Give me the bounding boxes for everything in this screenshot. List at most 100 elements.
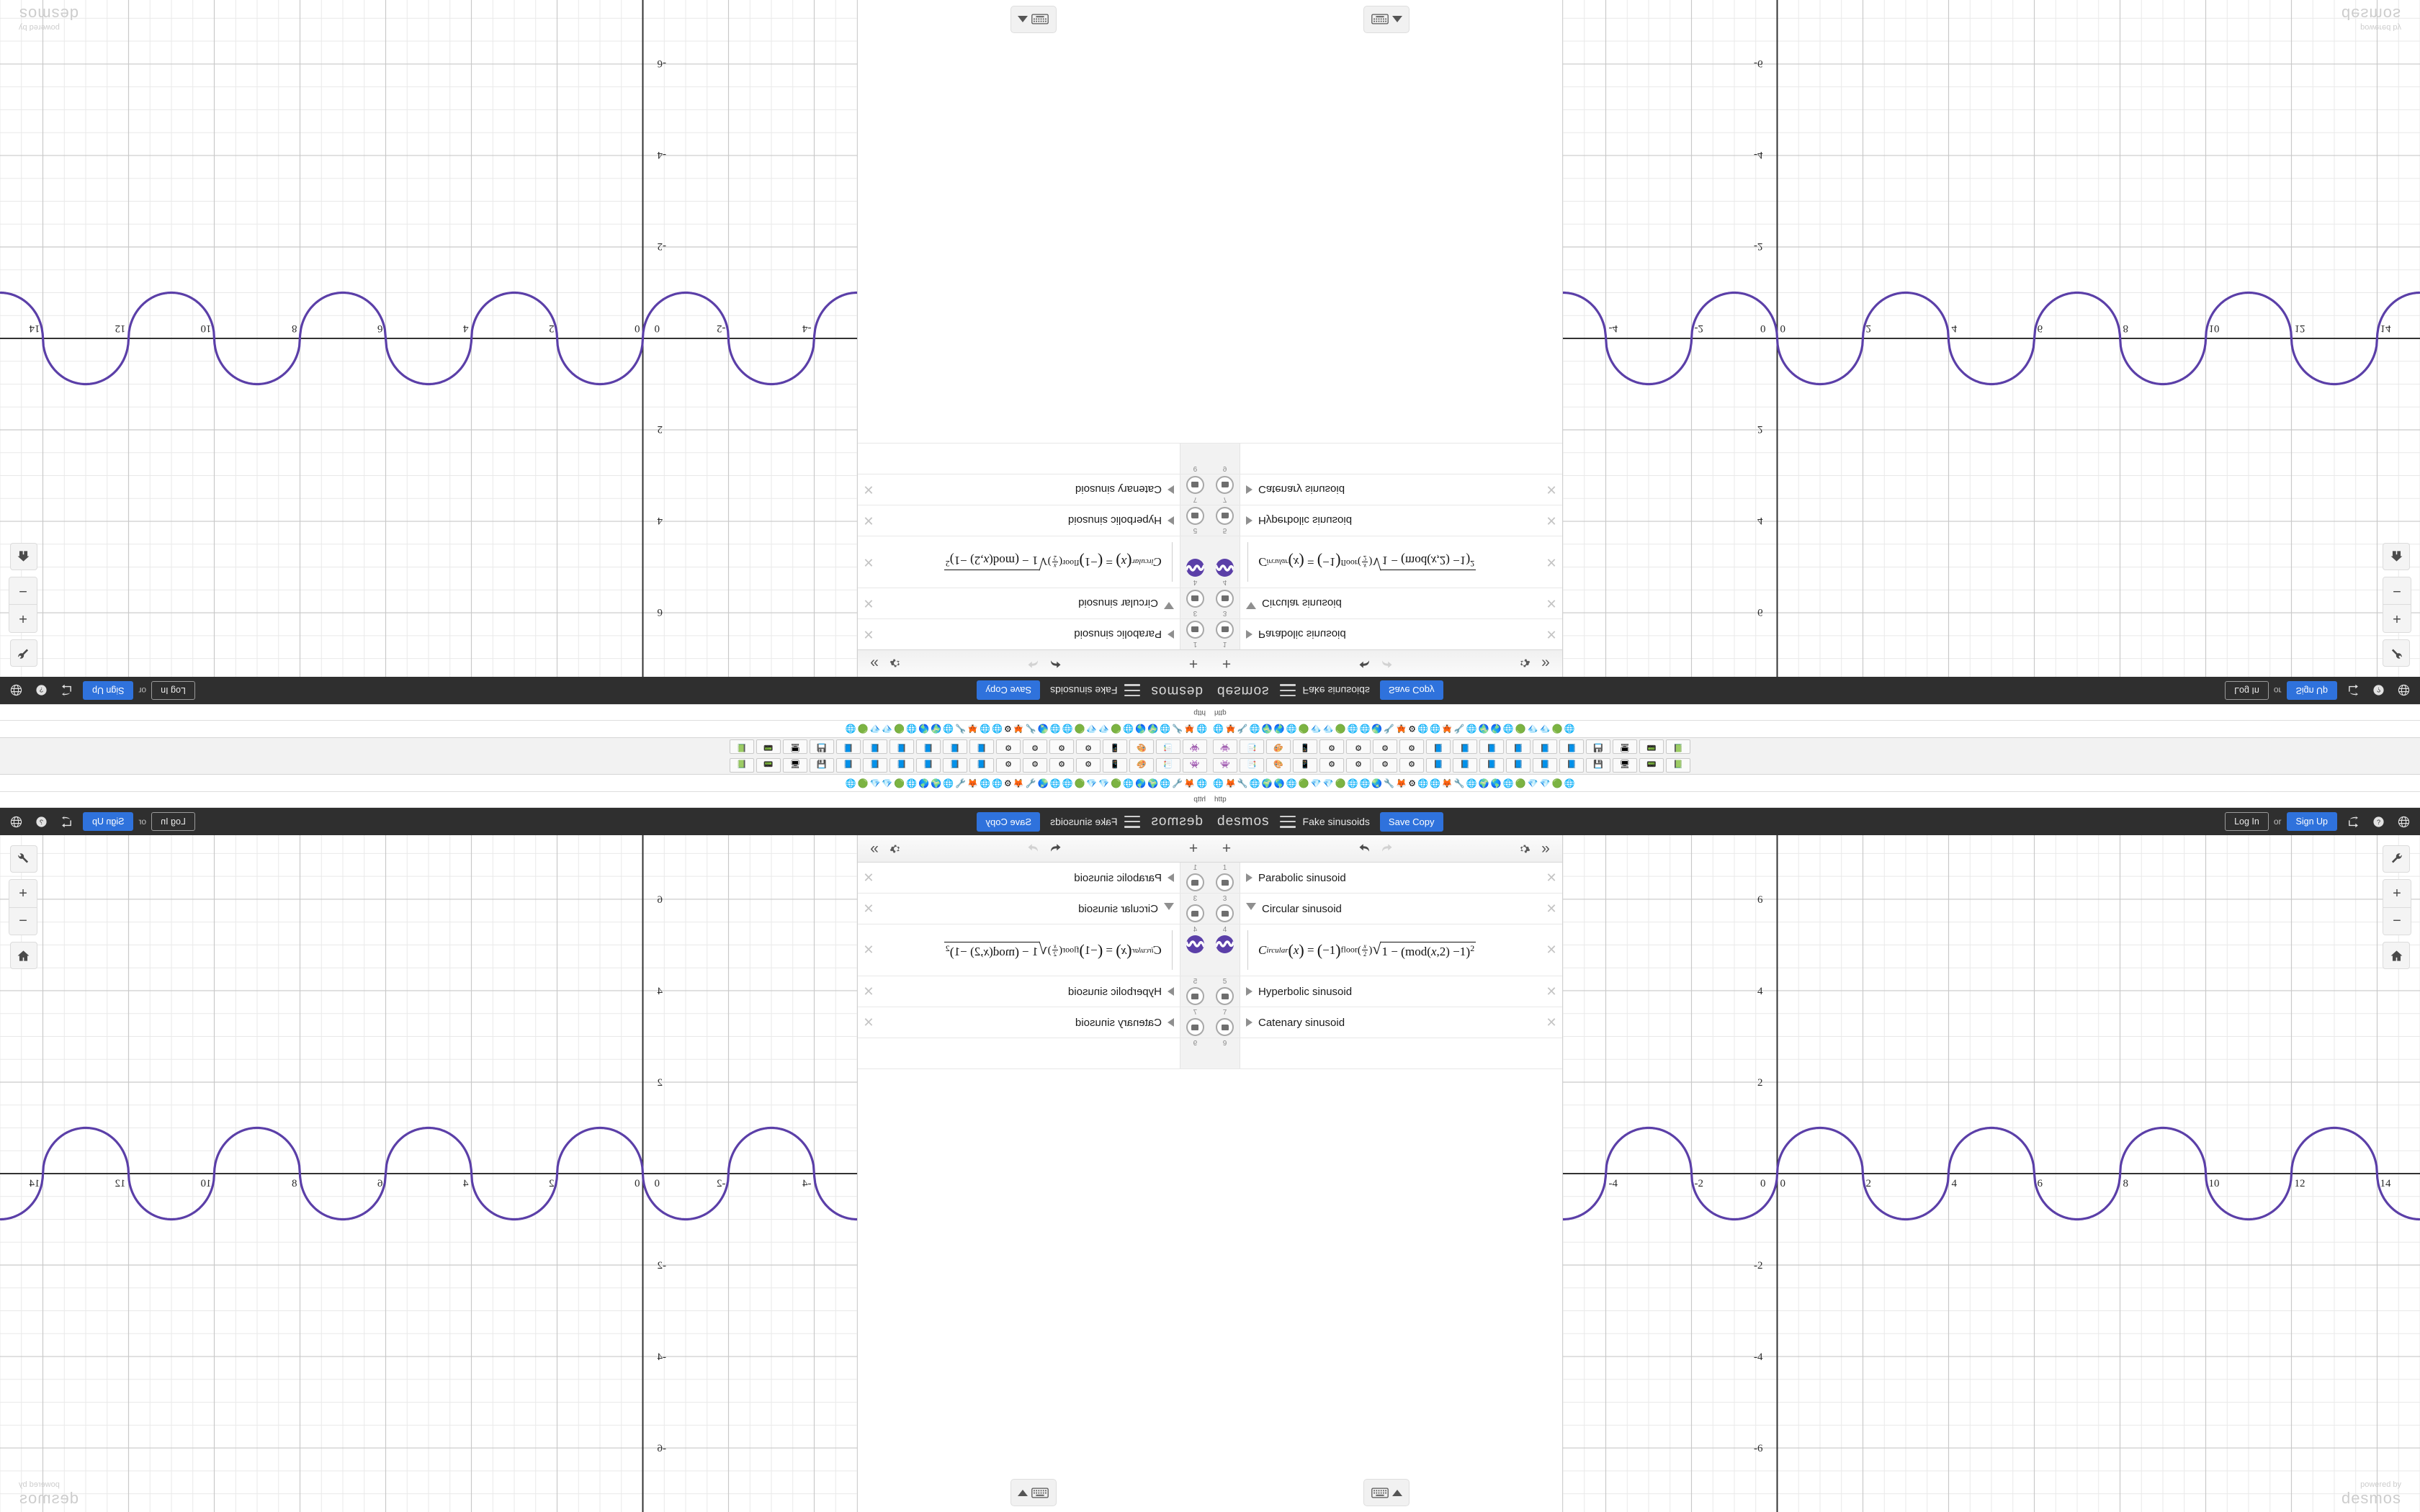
browser-tab[interactable]: 👾 xyxy=(1213,739,1237,755)
expression-row-folder[interactable]: 9 xyxy=(1210,1038,1562,1069)
browser-favicon[interactable]: 🌐 xyxy=(1213,778,1224,788)
folder-toggle-icon[interactable] xyxy=(1216,476,1234,494)
browser-tab[interactable]: 💾 xyxy=(810,757,834,773)
browser-tab-strip[interactable]: 👾 📑 🎨 📱 ⚙ ⚙ ⚙ ⚙ 📘 📘 📘 📘 📘 📘 💾 🖥 📟 📗 xyxy=(0,756,1210,775)
browser-favicon[interactable]: 🟢 xyxy=(1515,778,1526,788)
expression-content[interactable]: Catenary sinusoid xyxy=(1240,474,1541,505)
browser-favicon[interactable]: 💎 xyxy=(882,724,893,734)
browser-favicon[interactable]: 🦊 xyxy=(1013,724,1024,734)
delete-expression-button[interactable]: ✕ xyxy=(863,942,874,957)
browser-favicon[interactable]: 🦊 xyxy=(1441,724,1453,734)
browser-tab[interactable]: 📑 xyxy=(1156,739,1180,755)
browser-favicon-strip[interactable]: 🌐 🦊 🔧 🌐 🌍 🌎 🌐 🟢 💎 💎 🟢 🌐 🌐 🌏 🔧 🦊 ⚙ 🌐 🌐 🦊 🔧 🌐 🌍 🌎 🌐 🟢 💎 💎 🟢 🌐 xyxy=(1210,775,2420,792)
chevron-right-icon[interactable] xyxy=(1168,516,1174,525)
expression-row-folder[interactable]: 3 Circular sinusoid ✕ xyxy=(1210,894,1562,924)
chevron-right-icon[interactable] xyxy=(1168,630,1174,639)
question-circle-icon[interactable]: ? xyxy=(32,681,51,700)
browser-favicon[interactable]: 💎 xyxy=(1098,724,1110,734)
browser-favicon[interactable]: 🔧 xyxy=(1172,724,1183,734)
browser-favicon[interactable]: 🔧 xyxy=(955,724,967,734)
browser-tab[interactable]: 📗 xyxy=(730,757,754,773)
delete-expression-button[interactable]: ✕ xyxy=(863,901,874,916)
browser-favicon[interactable]: 💎 xyxy=(1086,724,1098,734)
browser-favicon[interactable]: 🌐 xyxy=(845,724,856,734)
browser-favicon[interactable]: 💎 xyxy=(1098,778,1110,788)
browser-favicon[interactable]: 🌎 xyxy=(1135,778,1147,788)
folder-toggle-icon[interactable] xyxy=(1216,590,1234,608)
keypad-toggle-button[interactable] xyxy=(1010,1479,1057,1506)
browser-tab[interactable]: 📘 xyxy=(1533,757,1557,773)
browser-favicon[interactable]: 🌐 xyxy=(1160,724,1171,734)
browser-tab[interactable]: 🖥 xyxy=(783,757,807,773)
browser-favicon[interactable]: 🔧 xyxy=(1453,724,1465,734)
browser-favicon[interactable]: ⚙ xyxy=(1408,778,1417,788)
browser-tab[interactable]: 📟 xyxy=(756,757,781,773)
browser-favicon[interactable]: 🦊 xyxy=(1013,778,1024,788)
browser-tab[interactable]: 🖥 xyxy=(783,739,807,755)
folder-toggle-icon[interactable] xyxy=(1216,904,1234,922)
expression-content[interactable]: Catenary sinusoid xyxy=(879,1007,1180,1038)
browser-favicon[interactable]: 🌐 xyxy=(1466,724,1477,734)
browser-favicon[interactable]: 🌐 xyxy=(1502,724,1514,734)
log-in-button[interactable]: Log In xyxy=(2225,812,2269,831)
chevron-right-icon[interactable] xyxy=(1246,1018,1252,1027)
chevron-down-icon[interactable] xyxy=(1164,598,1174,609)
expression-row-folder[interactable]: 9 xyxy=(858,1038,1210,1069)
browser-tab[interactable]: ⚙ xyxy=(1346,739,1371,755)
browser-favicon[interactable]: 🌍 xyxy=(1261,778,1273,788)
expression-row-folder[interactable]: 1 Parabolic sinusoid ✕ xyxy=(858,618,1210,649)
delete-expression-button[interactable]: ✕ xyxy=(1546,984,1557,999)
home-icon[interactable] xyxy=(10,543,37,570)
browser-tab[interactable]: 💾 xyxy=(1586,739,1610,755)
collapse-panel-button[interactable]: » xyxy=(870,655,879,672)
zoom-out-button[interactable]: − xyxy=(2383,577,2411,605)
browser-tab[interactable]: 👾 xyxy=(1183,757,1207,773)
expression-content[interactable]: Circular sinusoid xyxy=(879,894,1180,924)
chevron-right-icon[interactable] xyxy=(1168,873,1174,882)
delete-expression-button[interactable]: ✕ xyxy=(1546,627,1557,642)
expression-row-folder[interactable]: 5 Hyperbolic sinusoid ✕ xyxy=(1210,976,1562,1007)
browser-favicon-strip[interactable]: 🌐 🦊 🔧 🌐 🌍 🌎 🌐 🟢 💎 💎 🟢 🌐 🌐 🌏 🔧 🦊 ⚙ 🌐 🌐 🦊 🔧 🌐 🌍 🌎 🌐 🟢 💎 💎 🟢 🌐 xyxy=(0,775,1210,792)
browser-favicon[interactable]: 🌐 xyxy=(943,778,954,788)
save-copy-button[interactable]: Save Copy xyxy=(977,680,1041,701)
expression-content[interactable]: Hyperbolic sinusoid xyxy=(879,976,1180,1007)
browser-favicon[interactable]: 💎 xyxy=(882,778,893,788)
browser-tab[interactable]: 📑 xyxy=(1240,739,1264,755)
browser-tab[interactable]: 📘 xyxy=(1533,739,1557,755)
browser-tab[interactable]: 📟 xyxy=(1639,757,1664,773)
expression-row-folder[interactable]: 9 xyxy=(1210,443,1562,474)
expression-content[interactable] xyxy=(858,1038,1180,1068)
browser-favicon[interactable]: ⚙ xyxy=(1003,778,1012,788)
browser-favicon[interactable]: 🌍 xyxy=(931,778,942,788)
browser-favicon[interactable]: 🟢 xyxy=(1551,724,1563,734)
home-icon[interactable] xyxy=(10,942,37,969)
browser-favicon[interactable]: 🌎 xyxy=(1490,724,1502,734)
browser-tab[interactable]: 📱 xyxy=(1103,757,1127,773)
chevron-right-icon[interactable] xyxy=(1168,987,1174,996)
browser-favicon[interactable]: 🌐 xyxy=(1286,778,1297,788)
browser-favicon[interactable]: 🌐 xyxy=(1249,724,1260,734)
browser-tab[interactable]: 📗 xyxy=(730,739,754,755)
browser-favicon[interactable]: 🔧 xyxy=(955,778,967,788)
browser-tab[interactable]: ⚙ xyxy=(1319,757,1344,773)
browser-favicon[interactable]: 🟢 xyxy=(1298,778,1309,788)
zoom-in-button[interactable]: + xyxy=(2383,880,2411,907)
chevron-down-icon[interactable] xyxy=(1164,903,1174,914)
gear-icon[interactable] xyxy=(1513,653,1535,675)
browser-tab[interactable]: 📘 xyxy=(1479,757,1504,773)
browser-bookmarks-bar[interactable]: http xyxy=(0,704,1210,720)
browser-bookmarks-bar[interactable]: http xyxy=(1210,704,2420,720)
delete-expression-button[interactable]: ✕ xyxy=(1546,513,1557,528)
graph-title[interactable]: Fake sinusoids xyxy=(1302,816,1370,827)
chevron-right-icon[interactable] xyxy=(1246,630,1252,639)
browser-favicon[interactable]: 🌐 xyxy=(1359,724,1371,734)
collapse-panel-button[interactable]: » xyxy=(870,840,879,857)
browser-favicon[interactable]: ⚙ xyxy=(1003,724,1012,734)
browser-favicon[interactable]: 🌐 xyxy=(1347,778,1358,788)
browser-tab[interactable]: ⚙ xyxy=(1023,739,1047,755)
chevron-right-icon[interactable] xyxy=(1246,516,1252,525)
browser-tab[interactable]: ⚙ xyxy=(1049,757,1074,773)
expression-content[interactable]: Circular sinusoid xyxy=(879,588,1180,618)
